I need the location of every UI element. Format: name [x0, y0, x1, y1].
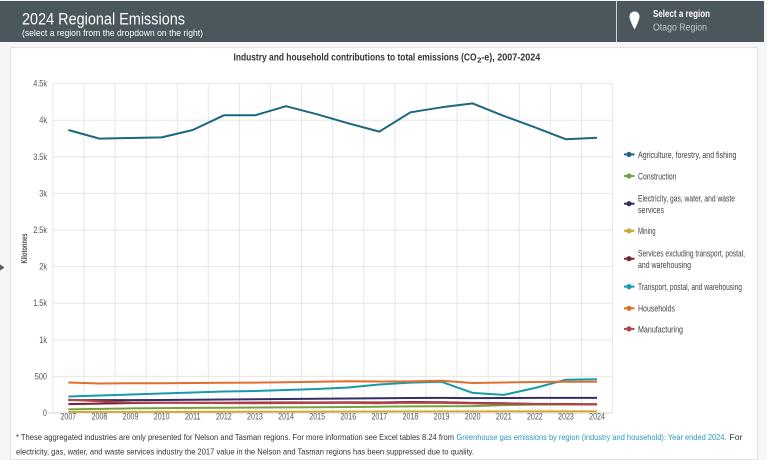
svg-text:2009: 2009: [123, 412, 139, 422]
svg-text:Transport, postal, and warehou: Transport, postal, and warehousing: [638, 282, 742, 293]
svg-text:1k: 1k: [39, 335, 47, 345]
svg-text:500: 500: [35, 371, 47, 381]
svg-text:2: 2: [477, 56, 481, 65]
svg-text:Mining: Mining: [638, 226, 656, 237]
svg-text:2010: 2010: [154, 412, 170, 422]
svg-text:Households: Households: [638, 304, 675, 315]
svg-text:Industry and household contrib: Industry and household contributions to …: [234, 53, 477, 64]
svg-text:Select a region: Select a region: [653, 8, 710, 20]
svg-text:4.5k: 4.5k: [33, 79, 47, 89]
svg-text:2023: 2023: [558, 412, 574, 422]
svg-text:2011: 2011: [185, 412, 201, 422]
svg-text:2007: 2007: [60, 412, 76, 422]
svg-text:2015: 2015: [309, 412, 325, 422]
svg-text:2008: 2008: [92, 412, 108, 422]
svg-text:Otago Region: Otago Region: [653, 21, 707, 33]
svg-text:2024: 2024: [589, 412, 605, 422]
svg-text:-e), 2007-2024: -e), 2007-2024: [481, 53, 540, 64]
svg-text:2016: 2016: [340, 412, 356, 422]
svg-text:2017: 2017: [371, 412, 387, 422]
svg-text:2.5k: 2.5k: [33, 225, 47, 235]
svg-text:electricity, gas, water, and w: electricity, gas, water, and waste servi…: [16, 447, 474, 457]
svg-text:3.5k: 3.5k: [33, 152, 47, 162]
svg-text:2019: 2019: [434, 412, 450, 422]
svg-text:2022: 2022: [527, 412, 543, 422]
svg-text:Construction: Construction: [638, 171, 677, 182]
svg-text:1.5k: 1.5k: [33, 298, 47, 308]
svg-text:2018: 2018: [403, 412, 419, 422]
svg-text:Electricity, gas, water, and w: Electricity, gas, water, and waste: [638, 193, 735, 204]
svg-text:4k: 4k: [39, 115, 47, 125]
svg-text:services: services: [638, 205, 664, 216]
svg-text:Agriculture, forestry, and fis: Agriculture, forestry, and fishing: [638, 150, 736, 161]
svg-text:* These aggregated industries: * These aggregated industries are only p…: [16, 432, 454, 442]
svg-text:2013: 2013: [247, 412, 263, 422]
svg-text:0: 0: [43, 408, 47, 418]
svg-text:2014: 2014: [278, 412, 294, 422]
svg-text:Kilotonnes: Kilotonnes: [19, 233, 29, 263]
svg-text:Services excluding transport,: Services excluding transport, postal,: [638, 248, 745, 259]
svg-text:Greenhouse gas emissions by re: Greenhouse gas emissions by region (indu…: [457, 432, 727, 442]
svg-text:2012: 2012: [216, 412, 232, 422]
svg-text:2024 Regional Emissions: 2024 Regional Emissions: [22, 10, 185, 29]
svg-text:2021: 2021: [496, 412, 512, 422]
svg-text:and warehousing: and warehousing: [638, 260, 691, 271]
svg-text:Manufacturing: Manufacturing: [638, 324, 683, 335]
svg-text:2020: 2020: [465, 412, 481, 422]
svg-text:2k: 2k: [39, 262, 47, 272]
svg-text:(select a region from the drop: (select a region from the dropdown on th…: [22, 28, 203, 39]
svg-text:For: For: [730, 432, 743, 442]
svg-text:3k: 3k: [39, 188, 47, 198]
